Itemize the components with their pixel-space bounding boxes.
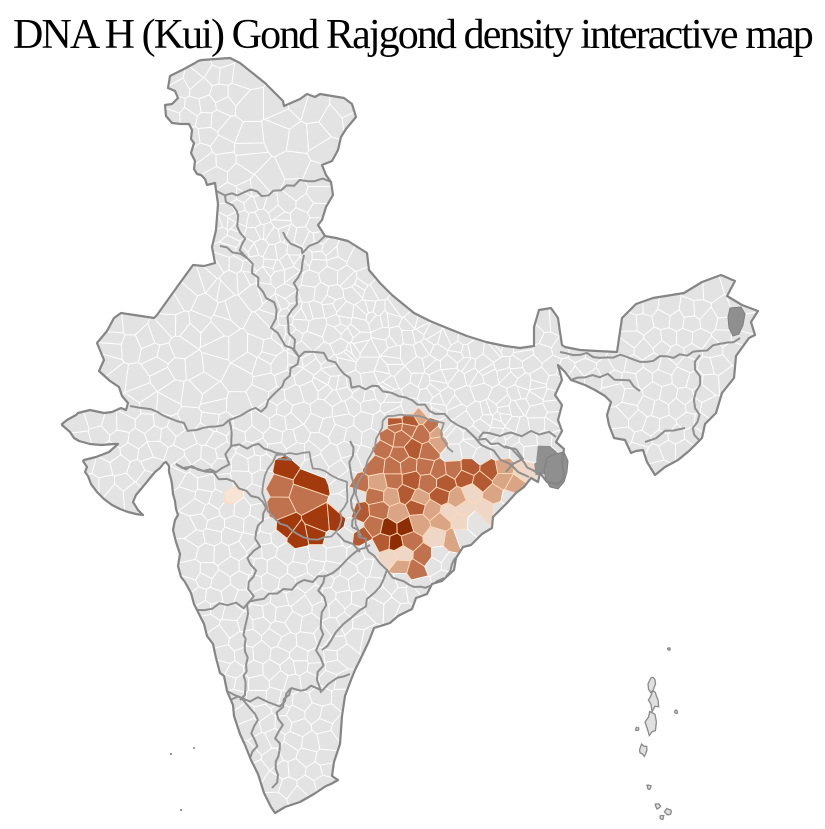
svg-text:DNA H (Kui) Gond Rajgond densi: DNA H (Kui) Gond Rajgond density interac… bbox=[13, 12, 813, 58]
